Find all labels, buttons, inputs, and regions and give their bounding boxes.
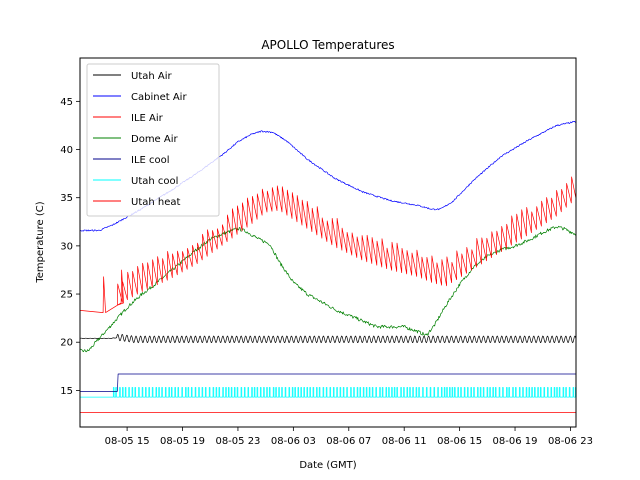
x-tick-label: 08-06 19 [493,436,538,447]
legend-label-ile-air: ILE Air [131,113,164,124]
y-axis-label: Temperature (C) [35,201,46,283]
y-tick-label: 35 [60,193,73,204]
legend-label-dome-air: Dome Air [131,134,179,145]
x-tick-label: 08-06 15 [437,436,482,447]
plot-frame [79,57,577,428]
y-tick-label: 20 [60,338,73,349]
legend-label-utah-heat: Utah heat [131,197,181,208]
y-tick-label: 45 [60,97,73,108]
legend-label-cabinet-air: Cabinet Air [131,92,187,103]
x-tick-label: 08-05 19 [160,436,205,447]
x-tick-label: 08-06 11 [382,436,427,447]
x-axis: 08-05 15 08-05 19 08-05 23 08-06 03 08-06 07… [105,427,593,447]
series-utah-cool-line [80,387,577,398]
x-axis-label: Date (GMT) [299,460,356,471]
series-utah-air-line [79,333,577,344]
x-tick-label: 08-05 23 [215,436,260,447]
x-tick-label: 08-06 07 [326,436,371,447]
y-tick-label: 25 [60,290,73,301]
y-axis: 15 20 25 30 35 40 45 [60,97,80,397]
series-ile-cool-line [80,373,576,392]
legend: Utah Air Cabinet Air ILE Air Dome Air ILE co… [86,63,220,217]
plot-series [79,121,577,413]
legend-box [86,63,220,217]
series-ile-air-line [79,176,577,313]
x-tick-label: 08-06 23 [548,436,593,447]
y-tick-label: 40 [60,145,73,156]
legend-label-ile-cool: ILE cool [131,155,170,166]
y-tick-label: 15 [60,386,73,397]
y-tick-label: 30 [60,241,73,252]
legend-label-utah-air: Utah Air [131,71,173,82]
x-tick-label: 08-05 15 [105,436,150,447]
x-tick-label: 08-06 03 [271,436,316,447]
legend-label-utah-cool: Utah cool [131,176,178,187]
chart-title: APOLLO Temperatures [261,38,394,52]
